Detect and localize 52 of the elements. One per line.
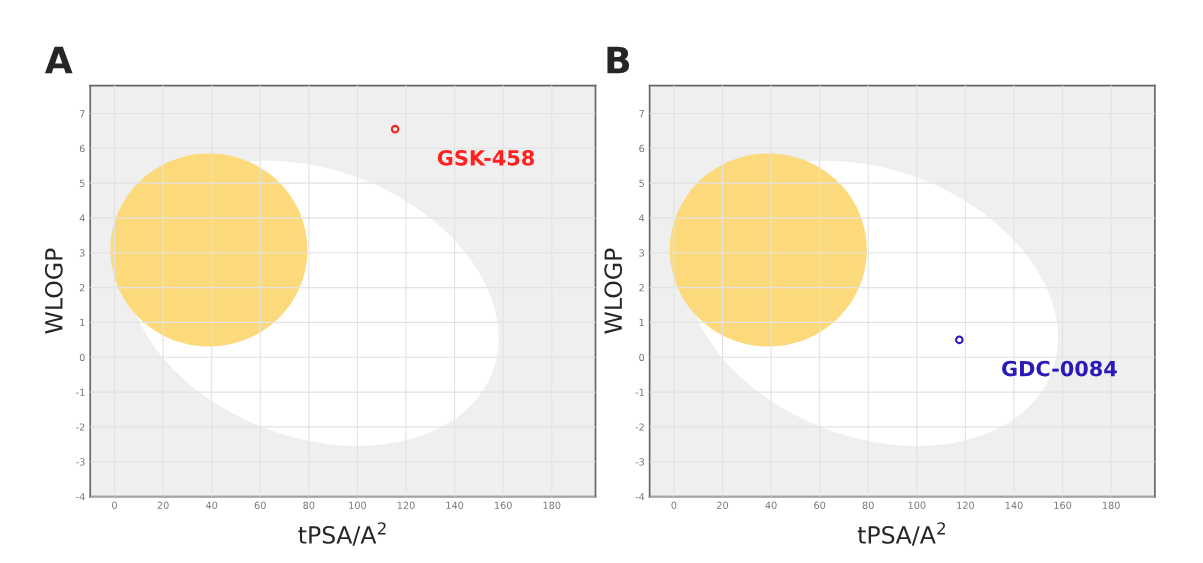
y-tick-label: 0 — [639, 353, 645, 362]
x-tick-label: 140 — [1005, 501, 1023, 509]
x-axis-title: tPSA/A$^{2}$ — [857, 522, 945, 546]
annotation: GDC-0084 — [1002, 360, 1117, 377]
x-tick-label: 160 — [1054, 501, 1072, 509]
x-tick-label: 60 — [254, 501, 266, 509]
y-tick-label: -1 — [76, 388, 85, 396]
y-axis-title: WLOGP — [44, 248, 63, 334]
y-tick-label: -4 — [76, 493, 85, 501]
x-tick-label: 160 — [494, 501, 512, 509]
x-tick-label: 80 — [303, 501, 315, 509]
y-tick-label: 7 — [639, 110, 644, 118]
y-tick-label: -2 — [76, 423, 85, 431]
y-tick-label: 6 — [79, 144, 85, 153]
y-tick-label: 2 — [79, 284, 85, 292]
y-tick-label: 5 — [639, 179, 644, 187]
chart-title: B — [607, 46, 630, 74]
x-tick-label: 40 — [205, 501, 218, 509]
y-tick-label: 1 — [80, 319, 85, 327]
y-tick-label: 3 — [639, 249, 644, 257]
y-tick-label: 7 — [79, 110, 85, 118]
y-tick-label: 3 — [79, 249, 85, 257]
y-tick-label: 5 — [79, 179, 85, 187]
x-tick-label: 140 — [446, 501, 464, 509]
y-tick-label: -1 — [635, 388, 644, 396]
annotation: GSK-458 — [437, 149, 535, 166]
x-tick-label: 120 — [957, 501, 975, 509]
x-tick-label: 120 — [397, 501, 415, 509]
x-axis-title: tPSA/A$^{2}$ — [298, 522, 386, 546]
x-tick-label: 60 — [814, 501, 826, 509]
y-tick-label: -3 — [635, 458, 644, 466]
y-tick-label: 4 — [79, 214, 85, 222]
x-tick-label: 40 — [765, 501, 777, 509]
y-tick-label: 4 — [639, 214, 645, 222]
y-axis-title: WLOGP — [604, 248, 623, 334]
chart-title: A — [44, 46, 73, 74]
x-tick-label: 180 — [543, 501, 561, 509]
x-tick-label: 100 — [349, 501, 367, 509]
y-tick-label: 2 — [639, 284, 644, 292]
y-tick-label: 1 — [639, 319, 644, 327]
y-tick-label: -3 — [76, 458, 85, 466]
x-tick-label: 0 — [112, 501, 117, 509]
y-tick-label: 6 — [639, 144, 645, 153]
x-tick-label: 180 — [1102, 501, 1120, 509]
x-tick-label: 0 — [671, 501, 677, 509]
y-tick-label: -4 — [635, 493, 645, 501]
y-tick-label: -2 — [635, 423, 644, 431]
x-tick-label: 100 — [908, 501, 926, 509]
x-tick-label: 20 — [157, 501, 169, 509]
x-tick-label: 80 — [862, 501, 874, 509]
y-tick-label: 0 — [79, 353, 85, 362]
x-tick-label: 20 — [717, 501, 729, 509]
